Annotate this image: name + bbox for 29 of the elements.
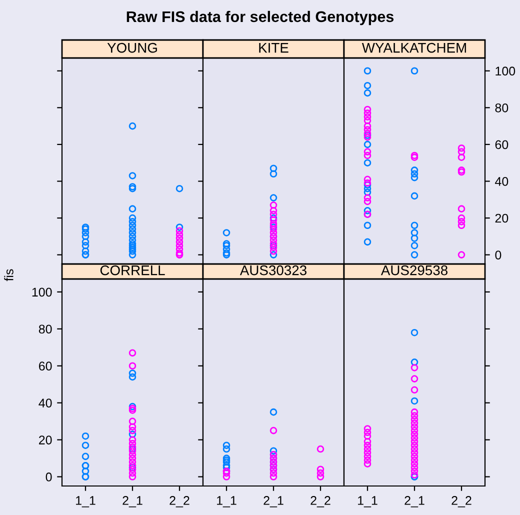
chart-title: KITE	[259, 43, 288, 53]
y-axis-title: fis	[4, 269, 14, 282]
x-tick-label: 2_1	[264, 496, 284, 508]
chart-title: YOUNG	[107, 42, 157, 53]
y-tick-label: 40	[38, 398, 52, 408]
x-tick-label: 2_1	[122, 496, 142, 508]
text: Raw FIS data for selected Genotypes	[126, 10, 394, 26]
y-tick-label: 100	[32, 288, 52, 297]
y-tick-label: 0	[495, 250, 502, 260]
y-tick-label: 40	[495, 177, 508, 186]
x-tick-label: 2_2	[452, 496, 472, 508]
y-tick-label: 80	[495, 103, 508, 112]
chart-title: AUS30323	[240, 265, 306, 276]
x-tick-label: 1_1	[217, 496, 236, 508]
x-tick-label: 1_1	[358, 496, 378, 508]
y-tick-label: 80	[38, 324, 52, 334]
chart-title: AUS29538	[380, 265, 448, 276]
y-tick-label: 20	[495, 214, 508, 223]
chart-title: WYALKATCHEM	[362, 42, 466, 53]
x-tick-label: 2_2	[310, 496, 330, 508]
x-tick-label: 2_2	[170, 496, 190, 508]
y-tick-label: 100	[496, 66, 516, 76]
y-tick-label: 60	[495, 140, 508, 150]
y-tick-label: 20	[39, 436, 52, 444]
chart-title: CORRELL	[100, 265, 165, 276]
y-tick-label: 0	[46, 472, 52, 482]
x-tick-label: 2_1	[404, 496, 424, 508]
x-tick-label: 1_1	[76, 496, 96, 508]
y-tick-label: 60	[39, 362, 52, 371]
